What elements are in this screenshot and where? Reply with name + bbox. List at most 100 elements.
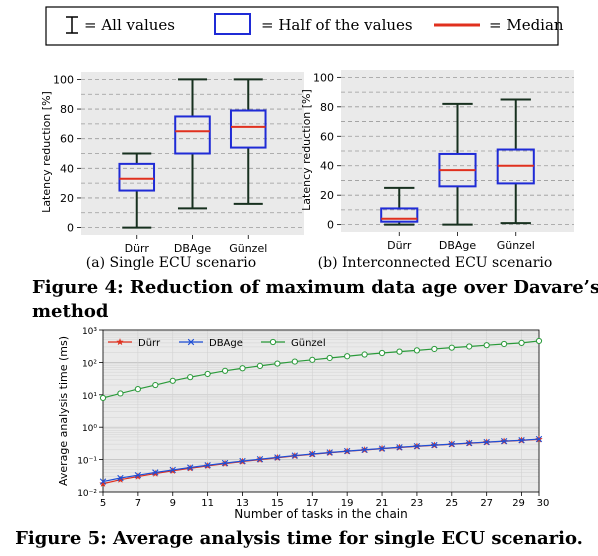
data-point: [291, 452, 299, 459]
y-tick-label: 0: [327, 219, 334, 232]
data-point: [204, 462, 211, 469]
data-point: [152, 469, 159, 476]
data-point: [134, 385, 141, 393]
data-point: [326, 449, 333, 456]
y-tick-label: 60: [320, 130, 334, 143]
x-tick-label: Günzel: [497, 239, 535, 252]
data-point: [378, 445, 386, 452]
data-point: [501, 340, 508, 348]
box-dürr: [118, 152, 156, 229]
data-point: [326, 354, 333, 362]
data-point: [431, 345, 438, 353]
y-tick-label: 10⁻²: [77, 489, 97, 499]
data-point: [518, 437, 525, 444]
data-point: [344, 353, 351, 360]
data-point: [99, 394, 107, 402]
y-axis-label: Latency reduction [%]: [40, 91, 53, 213]
y-tick-label: 10²: [82, 359, 97, 369]
data-point: [221, 459, 229, 467]
y-tick-label: 10¹: [82, 392, 97, 402]
y-tick-label: 10⁰: [82, 424, 97, 434]
y-tick-label: 80: [60, 103, 74, 116]
legend-half-values: = Half of the values: [261, 16, 413, 34]
y-axis-label: Latency reduction [%]: [300, 89, 313, 211]
data-point: [256, 455, 264, 463]
iqr-box: [174, 115, 211, 155]
data-point: [361, 446, 368, 453]
x-tick-label: 30: [537, 498, 550, 509]
legend-entry-dbage: DBAge: [179, 338, 243, 349]
y-tick-label: 60: [60, 133, 74, 146]
data-point: [187, 464, 194, 471]
x-tick-label: 15: [271, 498, 284, 509]
x-tick-label: 7: [135, 498, 141, 509]
x-tick-label: 17: [306, 498, 319, 509]
data-point: [117, 474, 124, 482]
x-tick-label: 9: [170, 498, 176, 509]
data-point: [99, 478, 107, 485]
data-point: [274, 454, 281, 461]
legend-marker: [187, 338, 195, 346]
x-tick-label: 27: [480, 498, 493, 509]
data-point: [448, 344, 455, 351]
data-point: [518, 339, 525, 346]
y-tick-label: 100: [313, 71, 334, 84]
data-point: [152, 381, 159, 389]
data-point: [396, 348, 403, 355]
y-tick-label: 0: [67, 222, 74, 235]
subcaption: (a) Single ECU scenario: [86, 255, 256, 271]
figure4-caption-line2: method: [32, 301, 109, 322]
line-chart-analysis-time: 10⁻² 10⁻¹ 10⁰ 10¹ 10² 10³ 5 7 9 11 13 15 17 19 21 23 25…: [57, 327, 549, 521]
data-point: [134, 472, 142, 479]
legend-marker: [116, 338, 124, 346]
iqr-box: [380, 207, 419, 223]
x-tick-label: DBAge: [174, 242, 212, 255]
data-point: [413, 347, 421, 354]
x-tick-label: DBAge: [439, 239, 477, 252]
x-tick-label: 29: [512, 498, 525, 509]
series-line: [102, 438, 540, 483]
data-point: [187, 374, 194, 381]
x-axis-label: Number of tasks in the chain: [234, 507, 407, 521]
legend-marker: [269, 338, 277, 346]
x-tick-label: 23: [411, 498, 424, 509]
data-point: [396, 444, 403, 451]
series-dbage: [99, 435, 543, 485]
x-tick-label: Günzel: [229, 242, 267, 255]
series-günzel: [99, 337, 543, 402]
y-tick-label: 10³: [82, 327, 97, 337]
data-point: [431, 441, 438, 449]
data-point: [309, 450, 316, 458]
y-tick-label: 20: [60, 192, 74, 205]
y-tick-label: 10⁻¹: [77, 457, 97, 467]
subcaption: (b) Interconnected ECU scenario: [318, 255, 553, 271]
x-tick-label: 13: [236, 498, 249, 509]
whisker-icon: [66, 16, 78, 34]
x-tick-label: 19: [341, 498, 354, 509]
x-tick-label: Dürr: [125, 242, 150, 255]
data-point: [309, 356, 316, 363]
data-point: [274, 360, 281, 367]
box-günzel: [496, 98, 535, 225]
legend-entry-günzel: Günzel: [261, 338, 326, 349]
box-plot-interconnected-ecu: 0 20 40 60 80 100 Dürr DBAge Günzel Latency red…: [300, 70, 574, 271]
x-tick-label: 11: [201, 498, 214, 509]
box-dbage: [174, 78, 211, 210]
data-point: [466, 439, 473, 447]
box-dürr: [380, 186, 419, 226]
data-point: [361, 351, 368, 358]
data-point: [500, 437, 508, 445]
legend-label: Günzel: [291, 338, 326, 349]
figure5-caption: Figure 5: Average analysis time for sing…: [15, 528, 583, 549]
data-point: [343, 447, 351, 455]
legend-median: = Median: [489, 16, 564, 34]
data-point: [378, 349, 386, 357]
legend-entry-dürr: Dürr: [108, 338, 161, 349]
y-tick-label: 40: [60, 162, 74, 175]
data-point: [448, 440, 455, 448]
figure4-caption-line1: Figure 4: Reduction of maximum data age …: [32, 277, 598, 298]
data-point: [117, 390, 124, 397]
y-tick-label: 40: [320, 160, 334, 173]
y-tick-label: 100: [53, 73, 74, 86]
